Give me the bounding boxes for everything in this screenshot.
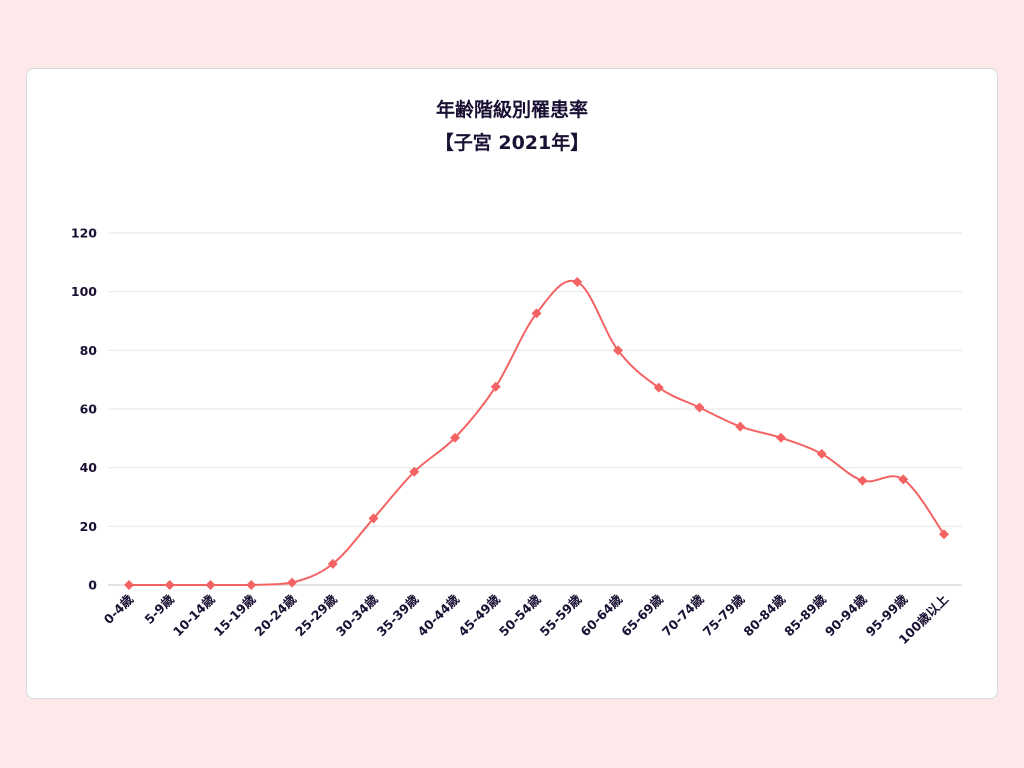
data-point-marker — [246, 580, 257, 590]
x-tick-label: 0-4歳 — [101, 591, 137, 627]
x-tick-label: 70-74歳 — [659, 591, 707, 639]
x-tick-label: 25-29歳 — [292, 591, 340, 639]
x-tick-label: 5-9歳 — [141, 591, 177, 627]
data-point-marker — [776, 432, 786, 443]
y-tick-label: 40 — [80, 460, 98, 475]
x-tick-label: 45-49歳 — [455, 591, 503, 639]
chart-card — [26, 68, 998, 699]
data-point-marker — [898, 474, 909, 485]
data-point-marker — [124, 580, 134, 590]
data-point-marker — [531, 308, 542, 319]
x-tick-label: 15-19歳 — [211, 591, 259, 639]
y-tick-label: 80 — [80, 343, 98, 358]
data-point-marker — [164, 580, 175, 590]
y-tick-label: 60 — [80, 402, 98, 417]
data-point-marker — [816, 448, 827, 459]
grid-layer — [108, 232, 962, 586]
x-tick-label: 40-44歳 — [414, 591, 462, 639]
x-tick-label: 35-39歳 — [374, 591, 422, 639]
y-axis-ticks: 0 20 40 60 80 100 120 — [71, 226, 97, 593]
x-tick-label: 65-69歳 — [618, 591, 666, 639]
data-point-marker — [939, 529, 949, 540]
y-tick-label: 0 — [88, 578, 97, 593]
x-tick-label: 20-24歳 — [251, 591, 299, 639]
x-tick-label: 55-59歳 — [537, 591, 585, 639]
x-tick-label: 30-34歳 — [333, 591, 381, 639]
chart-title-line1: 年齢階級別罹患率 — [436, 98, 588, 121]
data-point-marker — [490, 381, 501, 392]
x-tick-label: 50-54歳 — [496, 591, 544, 639]
x-tick-label: 90-94歳 — [822, 591, 870, 639]
y-tick-label: 20 — [80, 519, 98, 534]
y-tick-label: 100 — [71, 284, 97, 299]
data-point-marker — [735, 421, 746, 432]
data-point-marker — [409, 466, 420, 477]
data-point-marker — [857, 475, 868, 486]
y-tick-label: 120 — [71, 226, 97, 241]
data-point-marker — [327, 558, 338, 569]
x-tick-label: 10-14歳 — [170, 591, 218, 639]
x-axis-ticks: 0-4歳 5-9歳10-14歳15-19歳20-24歳25-29歳30-34歳35… — [101, 591, 952, 647]
data-point-marker — [450, 432, 460, 443]
data-point-marker — [613, 345, 623, 356]
data-point-marker — [653, 382, 664, 393]
x-tick-label: 60-64歳 — [577, 591, 625, 639]
data-point-marker — [694, 402, 705, 413]
chart-title-line2: 【子宮 2021年】 — [435, 131, 590, 154]
series-line — [129, 279, 945, 586]
data-point-marker — [572, 276, 583, 287]
data-point-marker — [287, 577, 297, 588]
x-tick-label: 85-89歳 — [781, 591, 829, 639]
data-point-marker — [368, 513, 379, 524]
x-tick-label: 80-84歳 — [740, 591, 788, 639]
series-markers — [124, 276, 949, 590]
data-point-marker — [205, 580, 216, 590]
x-tick-label: 75-79歳 — [700, 591, 748, 639]
